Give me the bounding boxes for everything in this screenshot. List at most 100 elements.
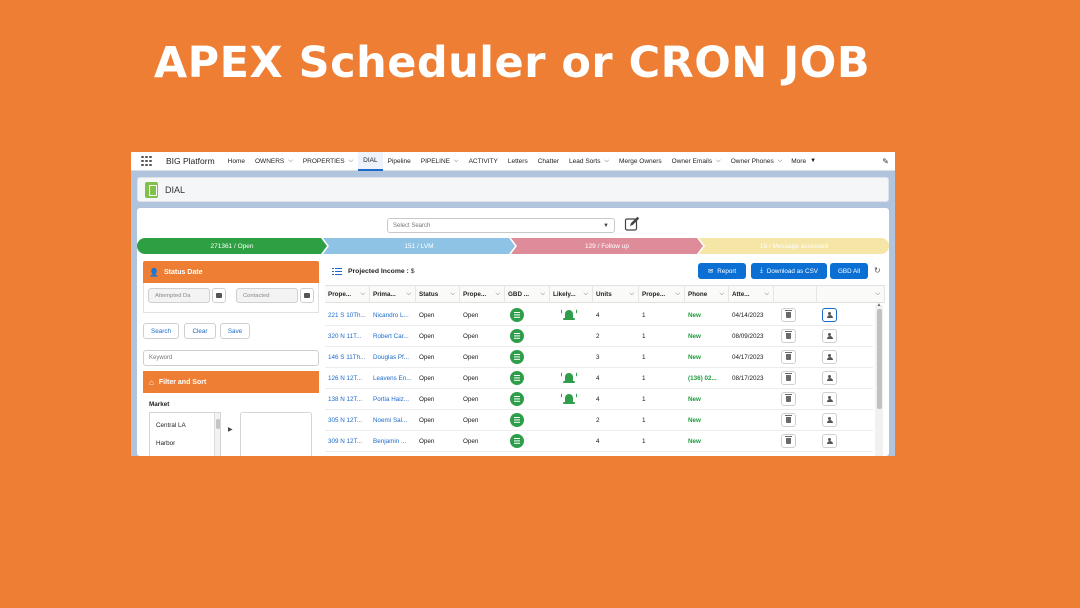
gbd-list-icon[interactable] (510, 413, 524, 427)
primary-owner-link[interactable]: Nicandro L... (373, 311, 409, 319)
path-step[interactable]: 15 / Message assessed (699, 238, 889, 254)
property-link[interactable]: 221 S 10Th... (328, 311, 366, 319)
contacted-date-input[interactable]: Contacted (236, 288, 298, 303)
compose-icon[interactable] (624, 216, 640, 232)
gbd-list-icon[interactable] (510, 308, 524, 322)
clear-button[interactable]: Clear (184, 323, 216, 339)
save-button[interactable]: Save (220, 323, 250, 339)
column-header[interactable]: Units ⌵ (593, 286, 639, 303)
phone-cell[interactable]: New (688, 311, 701, 319)
primary-owner-link[interactable]: Douglas Pf... (373, 353, 410, 361)
table-row[interactable]: 126 N 12T... Leavens En... Open Open 4 1 (136)… (325, 368, 873, 389)
owner-button[interactable] (822, 329, 837, 343)
property-link[interactable]: 309 N 12T... (328, 437, 362, 445)
refresh-icon[interactable]: ↻ (874, 266, 881, 275)
property-link[interactable]: 305 N 12T... (328, 416, 362, 424)
chevron-down-icon[interactable]: ⌵ (348, 157, 354, 164)
column-header[interactable]: GBD ... ⌵ (505, 286, 550, 303)
column-header[interactable]: Status ⌵ (416, 286, 460, 303)
path-step[interactable]: 129 / Follow up (511, 238, 703, 254)
table-row[interactable]: 138 N 12T... Portia Haiz... Open Open 4 1 New (325, 389, 873, 410)
chevron-down-icon[interactable]: ⌵ (540, 291, 545, 297)
nav-item-chatter[interactable]: Chatter (533, 152, 564, 171)
download-csv-button[interactable]: ⤓ Download as CSV (751, 263, 827, 279)
nav-item-dial[interactable]: DIAL (358, 152, 383, 171)
nav-item-pipeline[interactable]: Pipeline (383, 152, 416, 171)
chevron-down-icon[interactable]: ⌵ (495, 291, 500, 297)
phone-cell[interactable]: New (688, 395, 701, 403)
owner-button[interactable] (822, 308, 837, 322)
calendar-icon[interactable] (300, 288, 314, 303)
column-header[interactable]: Likely... ⌵ (550, 286, 593, 303)
chevron-down-icon[interactable]: ⌵ (675, 291, 680, 297)
market-scrollbar[interactable] (214, 413, 220, 456)
table-row[interactable]: 320 N 11T... Robert Car... Open Open 2 1 New 08… (325, 326, 873, 347)
gbd-list-icon[interactable] (510, 371, 524, 385)
market-option[interactable]: Harbor (156, 439, 176, 447)
phone-cell[interactable]: New (688, 416, 701, 424)
delete-button[interactable] (781, 413, 796, 427)
chevron-down-icon[interactable]: ⌵ (875, 291, 880, 297)
phone-cell[interactable]: New (688, 332, 701, 340)
property-link[interactable]: 126 N 12T... (328, 374, 362, 382)
phone-cell[interactable]: New (688, 437, 701, 445)
chevron-down-icon[interactable]: ⌵ (629, 291, 634, 297)
app-launcher-icon[interactable] (140, 152, 162, 171)
chevron-down-icon[interactable]: ⌵ (406, 291, 411, 297)
column-header[interactable]: Phone ⌵ (685, 286, 729, 303)
nav-item-owners[interactable]: OWNERS ⌵ (250, 152, 298, 171)
gbd-list-icon[interactable] (510, 392, 524, 406)
chevron-down-icon[interactable]: ⌵ (777, 157, 783, 164)
chevron-down-icon[interactable]: ⌵ (764, 291, 769, 297)
primary-owner-link[interactable]: Robert Car... (373, 332, 409, 340)
delete-button[interactable] (781, 434, 796, 448)
market-selected-list[interactable] (240, 412, 312, 456)
table-scrollbar[interactable]: ▲ (875, 302, 883, 456)
market-option[interactable]: Central LA (156, 421, 186, 429)
attempted-date-input[interactable]: Attempted Da (148, 288, 210, 303)
nav-item-home[interactable]: Home (223, 152, 250, 171)
column-header[interactable]: Prope... ⌵ (460, 286, 505, 303)
delete-button[interactable] (781, 329, 796, 343)
owner-button[interactable] (822, 392, 837, 406)
column-header[interactable]: Prope... ⌵ (639, 286, 685, 303)
nav-item-properties[interactable]: PROPERTIES ⌵ (298, 152, 358, 171)
property-link[interactable]: 320 N 11T... (328, 332, 362, 340)
column-header[interactable]: Prope... ⌵ (325, 286, 370, 303)
report-button[interactable]: ✉ Report (698, 263, 746, 279)
chevron-down-icon[interactable]: ⌵ (719, 291, 724, 297)
phone-cell[interactable]: (136) 02... (688, 374, 717, 382)
primary-owner-link[interactable]: Benjamin ... (373, 437, 407, 445)
nav-item-owner-emails[interactable]: Owner Emails ⌵ (667, 152, 726, 171)
column-header[interactable]: Prima... ⌵ (370, 286, 416, 303)
table-row[interactable]: 305 N 12T... Noemi Sal... Open Open 2 1 New (325, 410, 873, 431)
gbd-list-icon[interactable] (510, 329, 524, 343)
primary-owner-link[interactable]: Noemi Sal... (373, 416, 408, 424)
nav-more[interactable]: More ▼ (791, 158, 816, 165)
chevron-down-icon[interactable]: ⌵ (716, 157, 721, 164)
owner-button[interactable] (822, 413, 837, 427)
delete-button[interactable] (781, 371, 796, 385)
owner-button[interactable] (822, 350, 837, 364)
path-step[interactable]: 271361 / Open (137, 238, 327, 254)
chevron-down-icon[interactable]: ⌵ (583, 291, 588, 297)
chevron-down-icon[interactable]: ⌵ (454, 157, 459, 164)
delete-button[interactable] (781, 308, 796, 322)
phone-cell[interactable]: New (688, 353, 701, 361)
delete-button[interactable] (781, 350, 796, 364)
search-button[interactable]: Search (143, 323, 179, 339)
primary-owner-link[interactable]: Leavens En... (373, 374, 412, 382)
owner-button[interactable] (822, 371, 837, 385)
chevron-down-icon[interactable]: ⌵ (604, 157, 610, 164)
nav-item-merge-owners[interactable]: Merge Owners (614, 152, 667, 171)
nav-item-pipeline[interactable]: PIPELINE ⌵ (416, 152, 464, 171)
chevron-down-icon[interactable]: ⌵ (450, 291, 455, 297)
gbd-all-button[interactable]: GBD All (830, 263, 868, 279)
keyword-input[interactable]: Keyword (143, 350, 319, 366)
move-right-icon[interactable]: ▶ (228, 427, 233, 433)
gbd-list-icon[interactable] (510, 434, 524, 448)
primary-owner-link[interactable]: Portia Haiz... (373, 395, 410, 403)
table-row[interactable]: 309 N 12T... Benjamin ... Open Open 4 1 New (325, 431, 873, 452)
calendar-icon[interactable] (212, 288, 226, 303)
nav-item-owner-phones[interactable]: Owner Phones ⌵ (726, 152, 788, 171)
